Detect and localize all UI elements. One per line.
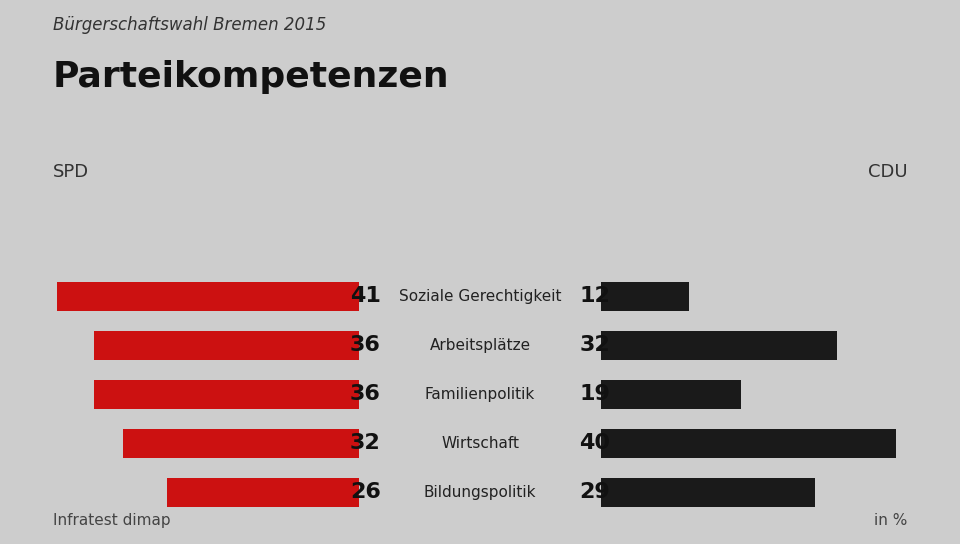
Text: Bürgerschaftswahl Bremen 2015: Bürgerschaftswahl Bremen 2015 [53, 16, 326, 34]
Text: in %: in % [874, 512, 907, 528]
Text: 26: 26 [349, 483, 380, 502]
FancyBboxPatch shape [93, 380, 359, 409]
Text: 41: 41 [349, 287, 380, 306]
FancyBboxPatch shape [601, 331, 837, 360]
Text: 36: 36 [349, 336, 380, 355]
Text: 12: 12 [580, 287, 611, 306]
FancyBboxPatch shape [601, 380, 741, 409]
Text: Soziale Gerechtigkeit: Soziale Gerechtigkeit [398, 289, 562, 304]
Text: 29: 29 [580, 483, 611, 502]
Text: 32: 32 [580, 336, 611, 355]
FancyBboxPatch shape [123, 429, 359, 458]
FancyBboxPatch shape [167, 478, 359, 506]
Text: Bildungspolitik: Bildungspolitik [423, 485, 537, 500]
Text: Arbeitsplätze: Arbeitsplätze [429, 338, 531, 353]
FancyBboxPatch shape [601, 429, 896, 458]
Text: 40: 40 [580, 434, 611, 453]
Text: Familienpolitik: Familienpolitik [425, 387, 535, 402]
FancyBboxPatch shape [57, 282, 359, 311]
Text: CDU: CDU [868, 163, 907, 181]
Text: Parteikompetenzen: Parteikompetenzen [53, 60, 449, 94]
Text: 19: 19 [580, 385, 611, 404]
Text: 36: 36 [349, 385, 380, 404]
Text: 32: 32 [349, 434, 380, 453]
FancyBboxPatch shape [601, 478, 815, 506]
Text: Wirtschaft: Wirtschaft [441, 436, 519, 451]
Text: SPD: SPD [53, 163, 89, 181]
FancyBboxPatch shape [93, 331, 359, 360]
Text: Infratest dimap: Infratest dimap [53, 512, 171, 528]
FancyBboxPatch shape [601, 282, 689, 311]
